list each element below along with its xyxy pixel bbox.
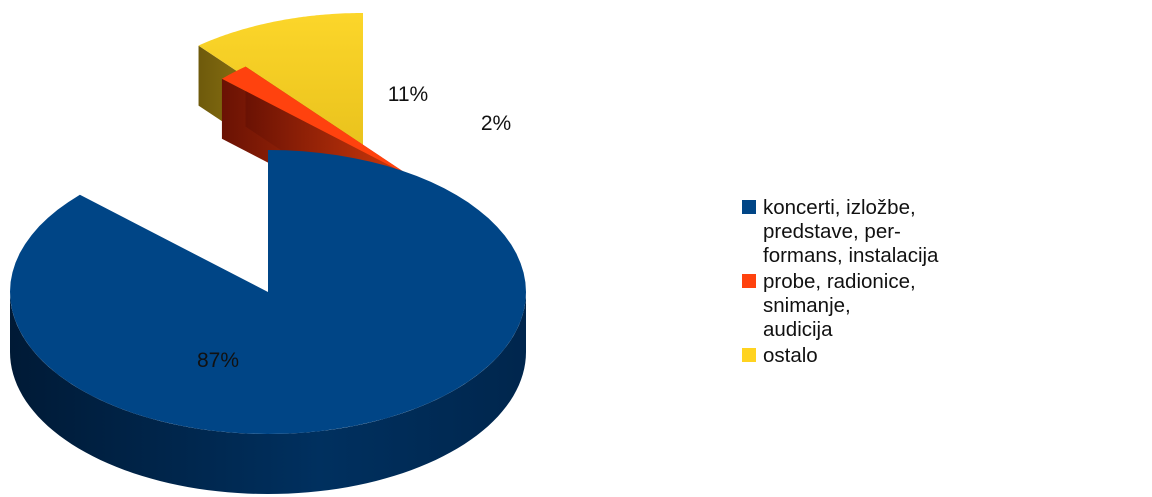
legend-label-line: formans, instalacija (763, 244, 939, 267)
legend-item-2: probe, radionice, snimanje, audicija (742, 270, 1142, 342)
legend-item-3: ostalo (742, 344, 1142, 368)
legend-label-line: ostalo (763, 344, 818, 367)
legend-label-1: koncerti, izložbe, predstave, per-forman… (763, 196, 1003, 268)
legend-label-line: probe, radionice, snimanje, (763, 270, 916, 317)
pie-slice-2-top (221, 66, 410, 176)
legend-label-line: koncerti, izložbe, predstave, per- (763, 196, 916, 243)
legend-swatch-1 (742, 200, 756, 214)
pie-slice-1-top (10, 150, 526, 434)
pie-value-label-1: 87% (197, 349, 239, 372)
pie-slice-1-side (10, 292, 526, 494)
pie-value-label-2: 2% (481, 112, 511, 135)
legend-label-3: ostalo (763, 344, 1003, 368)
legend-label-line: audicija (763, 318, 833, 341)
legend-label-2: probe, radionice, snimanje, audicija (763, 270, 1003, 342)
pie-value-label-3: 11% (388, 83, 428, 106)
pie-slice-1 (10, 150, 526, 494)
legend-swatch-3 (742, 348, 756, 362)
legend: koncerti, izložbe, predstave, per-forman… (742, 196, 1142, 370)
pie-chart: 87% 2% 11% (10, 13, 526, 494)
legend-swatch-2 (742, 274, 756, 288)
legend-item-1: koncerti, izložbe, predstave, per-forman… (742, 196, 1142, 268)
